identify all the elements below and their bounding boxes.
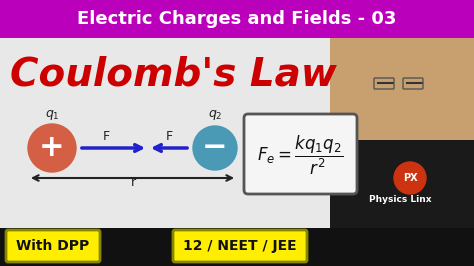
FancyBboxPatch shape <box>173 230 307 262</box>
FancyBboxPatch shape <box>0 38 474 266</box>
FancyBboxPatch shape <box>0 0 474 38</box>
Circle shape <box>394 162 426 194</box>
Text: $q_2$: $q_2$ <box>208 108 222 122</box>
Text: +: + <box>39 134 65 163</box>
Text: F: F <box>165 131 173 143</box>
Text: 12 / NEET / JEE: 12 / NEET / JEE <box>183 239 297 253</box>
FancyBboxPatch shape <box>6 230 100 262</box>
Text: F: F <box>102 131 109 143</box>
Text: Physics Linx: Physics Linx <box>369 196 431 205</box>
Text: Coulomb's Law: Coulomb's Law <box>10 56 337 94</box>
Text: Electric Charges and Fields - 03: Electric Charges and Fields - 03 <box>77 10 397 28</box>
Text: With DPP: With DPP <box>17 239 90 253</box>
FancyBboxPatch shape <box>330 140 474 228</box>
FancyBboxPatch shape <box>330 38 474 228</box>
Text: $F_e = \dfrac{kq_1q_2}{r^2}$: $F_e = \dfrac{kq_1q_2}{r^2}$ <box>257 133 343 177</box>
Text: −: − <box>202 134 228 163</box>
Text: PX: PX <box>403 173 417 183</box>
Circle shape <box>193 126 237 170</box>
Text: r: r <box>130 177 136 189</box>
Text: $q_1$: $q_1$ <box>45 108 59 122</box>
FancyBboxPatch shape <box>0 228 474 266</box>
FancyBboxPatch shape <box>244 114 357 194</box>
Circle shape <box>28 124 76 172</box>
Circle shape <box>362 47 438 123</box>
